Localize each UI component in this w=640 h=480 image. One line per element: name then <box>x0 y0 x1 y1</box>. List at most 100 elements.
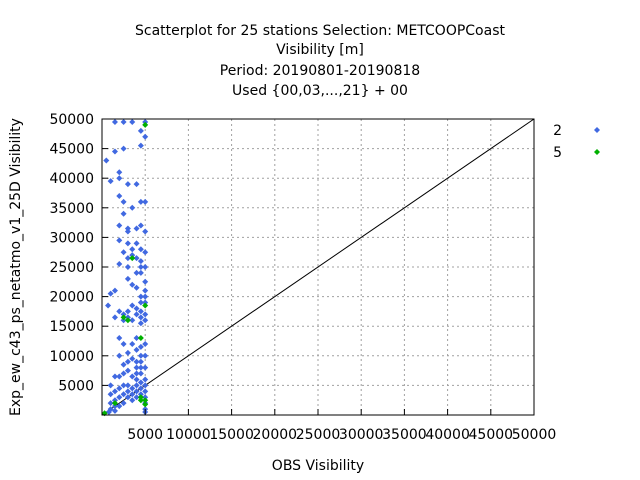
data-point <box>116 169 123 176</box>
data-point <box>124 275 131 282</box>
y-tick-label: 25000 <box>49 260 94 276</box>
data-point <box>142 376 149 383</box>
data-point <box>116 192 123 199</box>
legend-marker <box>594 149 600 155</box>
data-point <box>129 255 136 262</box>
x-tick-label: 50000 <box>512 427 557 443</box>
data-point <box>116 394 123 401</box>
diagonal-line-layer <box>101 118 535 416</box>
data-point <box>137 358 144 365</box>
data-point <box>111 388 118 395</box>
y-tick-label: 20000 <box>49 290 94 306</box>
data-point <box>129 373 136 380</box>
legend: 25 <box>553 123 600 161</box>
data-point <box>142 264 149 270</box>
series-2 <box>103 118 149 416</box>
x-tick-labels: 5000 100001500020000250003000035000400004… <box>127 409 556 443</box>
data-point <box>120 370 127 377</box>
data-point <box>116 352 123 359</box>
data-point <box>120 400 127 407</box>
x-tick-label: 15000 <box>209 427 254 443</box>
data-point <box>142 352 149 359</box>
data-point <box>137 335 144 342</box>
y-tick-label: 35000 <box>49 201 94 217</box>
data-point <box>111 314 118 321</box>
data-point <box>116 373 123 380</box>
data-point <box>120 391 127 398</box>
data-point <box>124 317 131 324</box>
data-point <box>129 397 136 404</box>
data-point <box>124 382 131 389</box>
data-point <box>107 382 114 389</box>
data-point <box>105 302 112 309</box>
data-point <box>107 400 114 407</box>
x-axis-label: OBS Visibility <box>272 458 364 474</box>
legend-marker <box>594 127 600 133</box>
data-point <box>116 335 123 342</box>
data-point <box>129 391 136 398</box>
data-point <box>142 340 149 347</box>
data-point <box>137 299 144 306</box>
data-point <box>116 308 123 315</box>
data-point <box>103 157 110 164</box>
data-point <box>111 287 118 294</box>
data-point <box>124 255 131 262</box>
data-point <box>133 335 140 342</box>
data-point <box>133 376 140 383</box>
data-point <box>116 403 123 410</box>
data-point <box>137 308 144 315</box>
legend-label: 2 <box>553 123 562 139</box>
data-point <box>142 278 149 285</box>
data-point <box>133 358 140 365</box>
data-point <box>142 364 149 371</box>
data-point <box>124 349 131 356</box>
title-line-2: Visibility [m] <box>276 42 364 58</box>
data-point <box>133 311 140 318</box>
data-point <box>124 358 131 365</box>
y-tick-label: 5000 <box>58 378 94 394</box>
data-point <box>129 355 136 362</box>
data-point <box>133 255 140 262</box>
data-point <box>137 370 144 377</box>
data-point <box>142 397 149 404</box>
y-tick-labels: 5000 10000 15000 20000 25000 30000 35000 40000 4… <box>49 112 108 394</box>
x-tick-label: 40000 <box>425 427 470 443</box>
data-point <box>133 370 140 377</box>
data-point <box>120 210 127 217</box>
data-point <box>120 145 127 152</box>
data-point <box>120 314 127 321</box>
data-point <box>120 361 127 368</box>
data-point <box>137 385 144 392</box>
data-point <box>142 228 149 235</box>
data-point <box>137 142 144 149</box>
data-point <box>111 373 118 380</box>
data-point <box>133 388 140 395</box>
title-line-4: Used {00,03,...,21} + 00 <box>232 83 408 99</box>
data-point <box>105 409 112 416</box>
data-point <box>133 181 140 188</box>
data-point <box>137 364 144 371</box>
data-point <box>129 204 136 211</box>
data-point <box>107 178 114 185</box>
data-point <box>129 302 136 309</box>
data-point <box>124 367 131 374</box>
data-point <box>133 305 140 312</box>
data-point <box>120 249 127 256</box>
data-point <box>133 394 140 401</box>
data-point <box>116 237 123 244</box>
y-tick-label: 30000 <box>49 230 94 246</box>
data-point <box>124 308 131 315</box>
data-point <box>137 198 144 205</box>
x-tick-label: 35000 <box>382 427 427 443</box>
title-line-1: Scatterplot for 25 stations Selection: M… <box>135 23 505 39</box>
data-point <box>124 394 131 401</box>
data-point <box>137 397 144 404</box>
data-point <box>116 222 123 229</box>
x-tick-label: 30000 <box>339 427 384 443</box>
data-point <box>116 175 123 182</box>
y-tick-label: 50000 <box>49 112 94 128</box>
data-point <box>111 118 118 125</box>
data-point <box>137 343 144 350</box>
data-point <box>107 391 114 398</box>
